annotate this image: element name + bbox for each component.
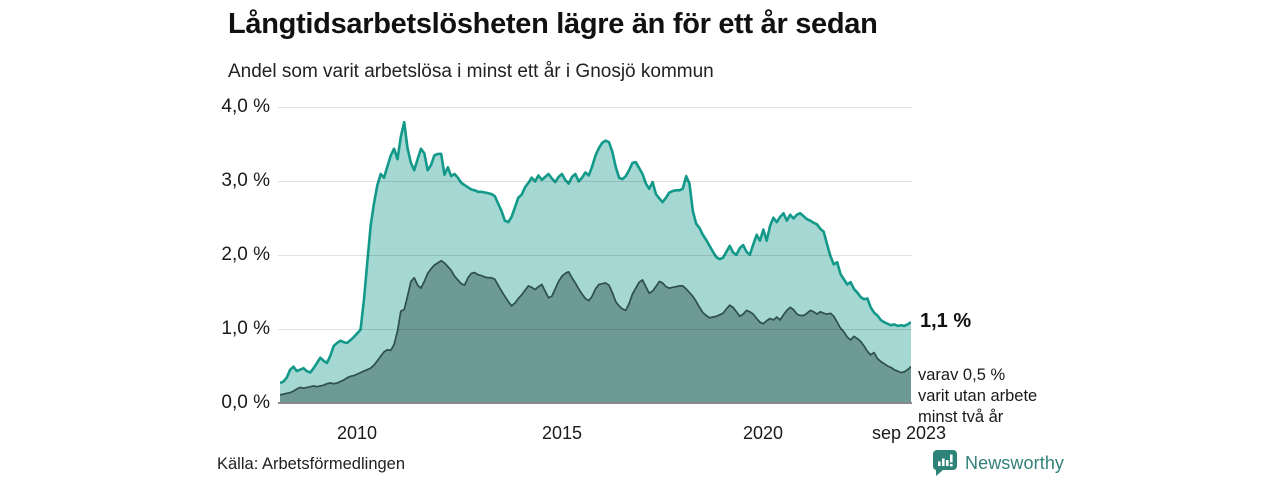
gridline-2pct (278, 255, 912, 256)
x-axis-line (278, 402, 912, 404)
area-series-1 (280, 260, 911, 404)
gridline-1pct (278, 329, 912, 330)
secondary-value-annotation: varav 0,5 % varit utan arbete minst två … (918, 366, 1038, 426)
line-series-1 (280, 259, 911, 396)
area-chart-plot (280, 120, 911, 404)
y-tick-label: 1,0 % (221, 318, 270, 339)
y-tick-label: 0,0 % (221, 392, 270, 413)
source-attribution: Källa: Arbetsförmedlingen (217, 455, 406, 473)
x-tick-label: 2020 (742, 423, 784, 443)
chart-subtitle: Andel som varit arbetslösa i minst ett å… (228, 61, 714, 82)
x-tick-label: 2015 (541, 423, 583, 443)
newsworthy-logo: Newsworthy (932, 449, 1064, 477)
gridline-3pct (278, 181, 912, 182)
x-tick-label: sep 2023 (871, 423, 947, 443)
newsworthy-wordmark: Newsworthy (965, 452, 1065, 473)
chart-title: Långtidsarbetslösheten lägre än för ett … (228, 8, 878, 40)
newsworthy-speech-bubble-icon (932, 450, 957, 476)
y-tick-label: 4,0 % (221, 96, 270, 117)
line-series-0 (280, 120, 911, 385)
x-tick-label: 2010 (336, 423, 378, 443)
latest-value-annotation: 1,1 % (920, 310, 972, 332)
y-tick-label: 2,0 % (221, 244, 270, 265)
y-tick-label: 3,0 % (221, 170, 270, 191)
gridline-4pct (278, 107, 912, 108)
